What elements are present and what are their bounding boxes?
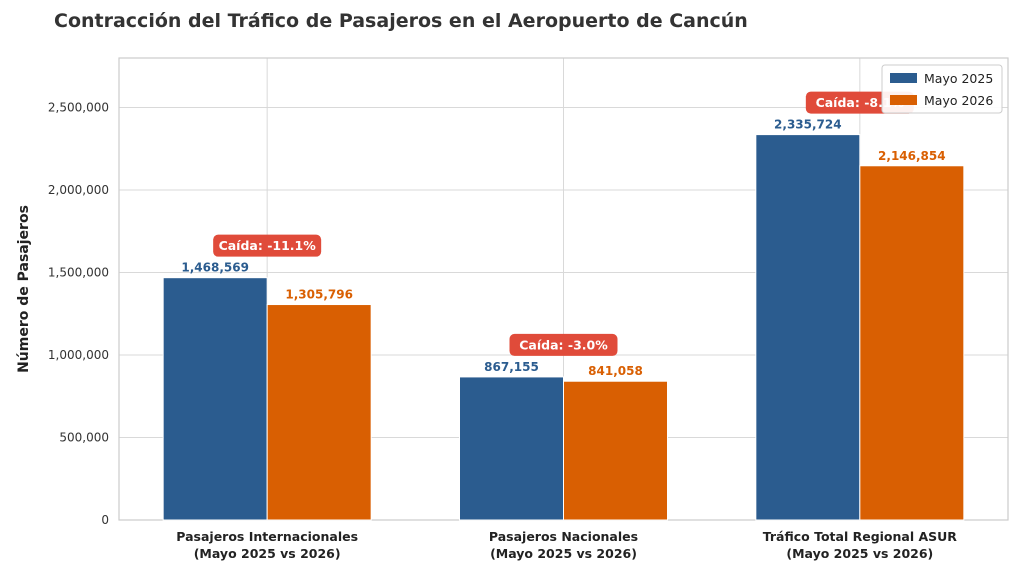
y-axis-label: Número de Pasajeros: [16, 205, 32, 373]
y-tick-label-3: 1,500,000: [48, 266, 109, 280]
y-axis-ticks: 0 500,000 1,000,000 1,500,000 2,000,000 2,500…: [48, 101, 109, 528]
y-tick-label-4: 2,000,000: [48, 183, 109, 197]
value-labels: 1,468,569 867,155 2,335,724 1,305,796 841,05…: [181, 118, 945, 379]
y-tick-label-5: 2,500,000: [48, 101, 109, 115]
drop-annotation-box-1: [509, 333, 618, 356]
legend-swatch-0: [890, 73, 917, 83]
y-tick-label-1: 500,000: [59, 431, 109, 445]
y-tick-label-2: 1,000,000: [48, 348, 109, 362]
value-label-series0-cat0: 1,468,569: [181, 261, 249, 275]
bar-series1-cat1: [563, 380, 668, 521]
bar-series0-cat2: [755, 134, 861, 521]
bar-series0-cat0: [162, 277, 268, 521]
y-tick-label-0: 0: [101, 513, 109, 527]
legend-label-0: Mayo 2025: [924, 71, 993, 86]
bar-series0-cat1: [459, 376, 564, 521]
value-label-series0-cat2: 2,335,724: [774, 118, 842, 132]
drop-annotation-1: Caída: -3.0%: [519, 337, 608, 352]
legend: Mayo 2025 Mayo 2026: [881, 64, 1003, 114]
category-label-1-line0: Pasajeros Nacionales: [489, 529, 638, 544]
drop-annotation-0: Caída: -11.1%: [219, 238, 317, 253]
category-label-2-line1: (Mayo 2025 vs 2026): [786, 546, 933, 561]
bars: [162, 134, 965, 521]
category-label-0-line1: (Mayo 2025 vs 2026): [194, 546, 341, 561]
category-label-2-line0: Tráfico Total Regional ASUR: [763, 529, 958, 544]
value-label-series1-cat2: 2,146,854: [878, 149, 946, 163]
legend-label-1: Mayo 2026: [924, 93, 993, 108]
value-label-series1-cat0: 1,305,796: [285, 288, 353, 302]
value-label-series0-cat1: 867,155: [484, 360, 539, 374]
chart-title: Contracción del Tráfico de Pasajeros en …: [54, 10, 748, 32]
value-label-series1-cat1: 841,058: [588, 364, 643, 378]
legend-swatch-1: [890, 95, 917, 105]
drop-annotation-box-0: [213, 234, 322, 257]
bar-series1-cat0: [266, 304, 372, 521]
category-label-1-line1: (Mayo 2025 vs 2026): [490, 546, 637, 561]
category-label-0-line0: Pasajeros Internacionales: [176, 529, 358, 544]
category-labels: Pasajeros Internacionales (Mayo 2025 vs 2…: [176, 529, 957, 561]
bar-series1-cat2: [859, 165, 965, 521]
